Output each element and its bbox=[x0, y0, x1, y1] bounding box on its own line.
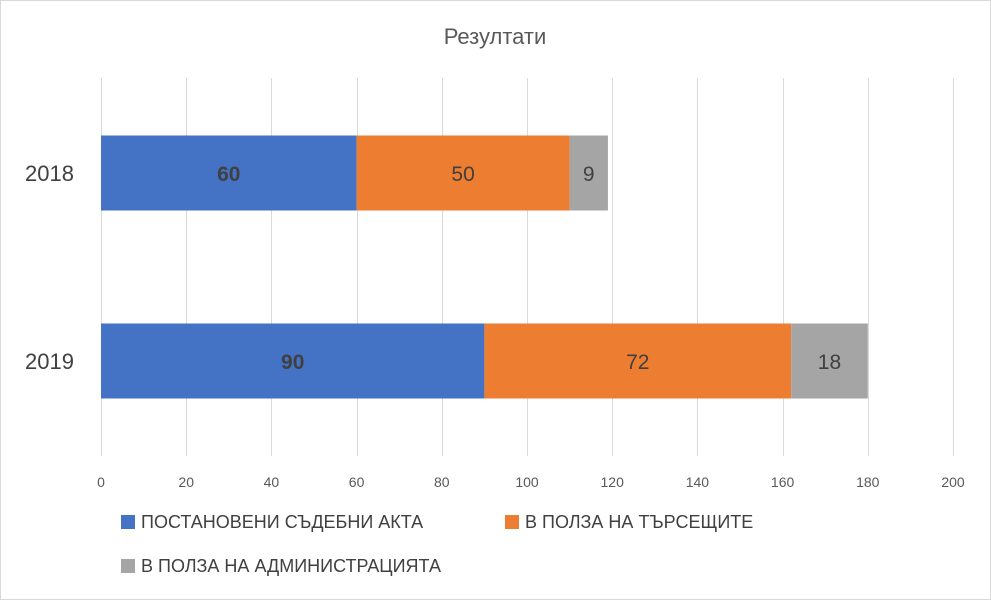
bar-data-label: 9 bbox=[583, 163, 595, 186]
x-tick-label: 40 bbox=[264, 474, 280, 490]
bar-segment bbox=[484, 323, 792, 399]
legend-label: В ПОЛЗА НА ТЪРСЕЩИТЕ bbox=[525, 512, 753, 532]
legend-label: ПОСТАНОВЕНИ СЪДЕБНИ АКТА bbox=[141, 512, 423, 532]
x-tick-label: 180 bbox=[856, 474, 880, 490]
bar-data-label: 18 bbox=[818, 351, 841, 374]
bar-segment bbox=[569, 135, 608, 211]
bar-data-label: 90 bbox=[281, 351, 304, 374]
chart-title: Резултати bbox=[444, 24, 547, 49]
legend: ПОСТАНОВЕНИ СЪДЕБНИ АКТА В ПОЛЗА НА ТЪРСЕ… bbox=[121, 512, 753, 576]
legend-swatch bbox=[505, 515, 519, 529]
x-tick-label: 140 bbox=[686, 474, 710, 490]
bars bbox=[101, 135, 868, 399]
legend-swatch bbox=[121, 515, 135, 529]
x-axis-ticks: 0 20 40 60 80 100 120 140 160 180 200 bbox=[97, 474, 965, 490]
bar-segment bbox=[791, 323, 868, 399]
x-tick-label: 60 bbox=[349, 474, 365, 490]
bar-segment bbox=[101, 135, 357, 211]
bar-segment bbox=[356, 135, 570, 211]
x-tick-label: 20 bbox=[178, 474, 194, 490]
x-tick-label: 100 bbox=[515, 474, 539, 490]
x-tick-label: 120 bbox=[601, 474, 625, 490]
bar-data-label: 72 bbox=[626, 351, 649, 374]
category-label: 2019 bbox=[25, 349, 74, 374]
bar-data-label: 60 bbox=[217, 163, 240, 186]
gridlines bbox=[101, 78, 954, 456]
x-tick-label: 200 bbox=[941, 474, 965, 490]
data-labels: 60 50 9 90 72 18 bbox=[217, 163, 841, 374]
x-tick-label: 80 bbox=[434, 474, 450, 490]
category-labels: 2018 2019 bbox=[25, 161, 74, 374]
bar-data-label: 50 bbox=[451, 163, 474, 186]
x-tick-label: 0 bbox=[97, 474, 105, 490]
x-tick-label: 160 bbox=[771, 474, 795, 490]
legend-swatch bbox=[121, 559, 135, 573]
bar-segment bbox=[101, 323, 485, 399]
category-label: 2018 bbox=[25, 161, 74, 186]
legend-label: В ПОЛЗА НА АДМИНИСТРАЦИЯТА bbox=[141, 556, 441, 576]
